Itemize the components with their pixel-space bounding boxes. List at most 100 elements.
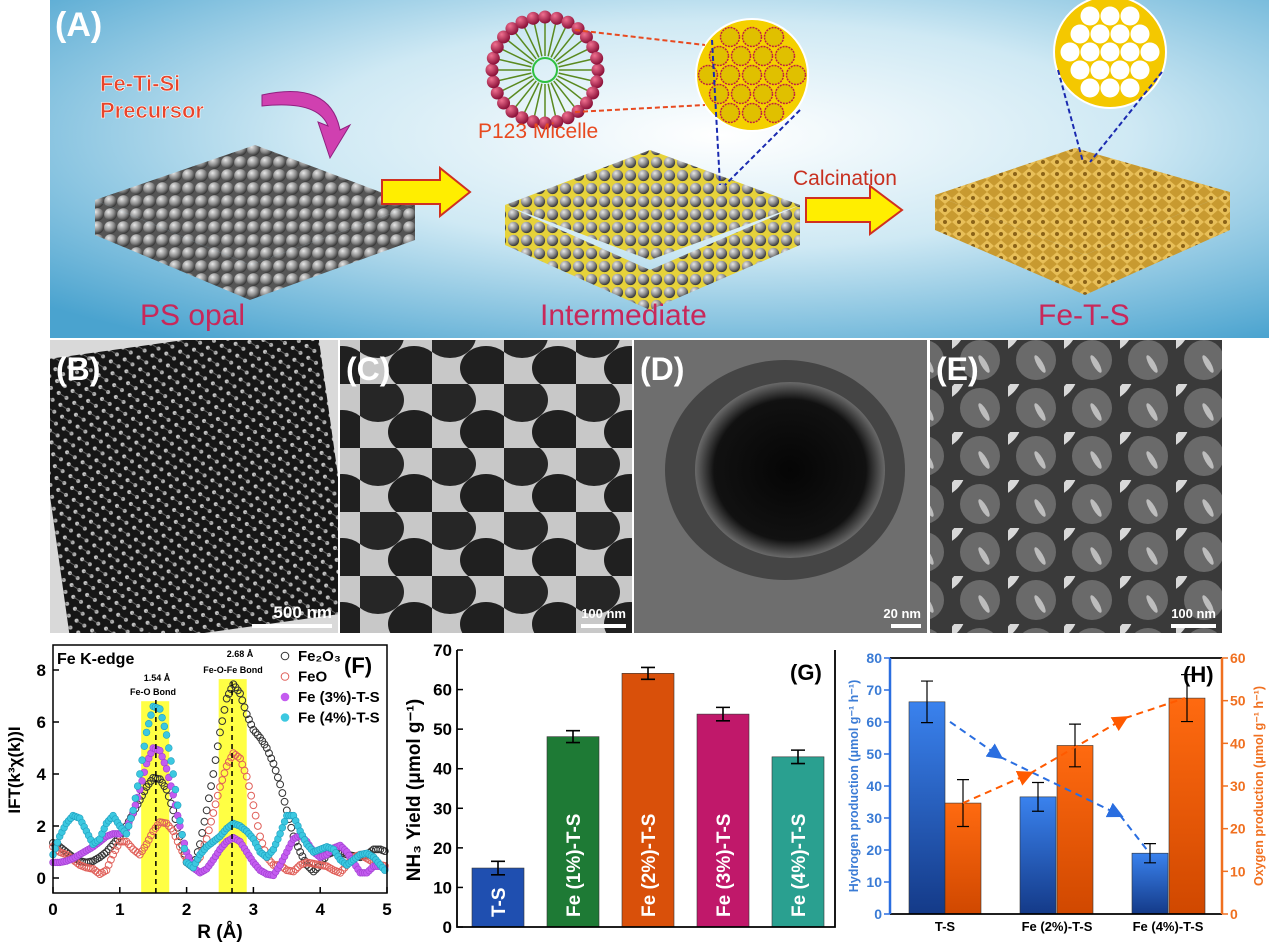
micelle-bead (505, 104, 519, 118)
data-point (162, 731, 171, 739)
micelle-label: P123 Micelle (478, 120, 598, 143)
chart-h-water-splitting: 0 10 20 30 40 50 60 70 80 0 10 20 30 40 50 60 T-S Fe (2%)… (847, 650, 1266, 934)
mini-micelle (763, 64, 785, 86)
data-point (171, 785, 180, 794)
micelle-chain (553, 80, 575, 108)
category-label: Fe (2%)-T-S (1022, 919, 1093, 934)
micelle-chain (547, 83, 557, 116)
data-point (89, 857, 97, 865)
micelle-bead (538, 116, 552, 130)
pore (1080, 78, 1100, 98)
data-point (211, 756, 220, 765)
error-bar (921, 680, 933, 724)
bar (546, 736, 600, 928)
data-point (120, 837, 129, 846)
data-point (113, 842, 122, 850)
micelle-bead (586, 40, 600, 54)
data-point (291, 865, 300, 874)
micelle-bead (538, 10, 552, 24)
annotation-text: Fe-O Bond (130, 687, 176, 697)
data-point (238, 696, 247, 705)
micelle-chain (553, 32, 575, 60)
data-point (253, 822, 262, 830)
micelle-bead (497, 30, 511, 44)
bar-label: Fe (1%)-T-S (564, 814, 585, 917)
micelle-bead (490, 40, 504, 54)
data-point (242, 710, 251, 719)
data-point (251, 728, 260, 737)
scale-bar-label: 20 nm (883, 606, 921, 621)
mini-micelle (774, 83, 796, 105)
data-point (218, 717, 227, 726)
data-point (158, 713, 166, 722)
error-bar (1069, 723, 1081, 768)
mini-micelle (763, 102, 785, 124)
x-tick-label: 1 (115, 900, 124, 919)
data-point (309, 867, 318, 876)
micelle-inset (695, 18, 809, 132)
mini-micelle (741, 64, 763, 86)
data-point (278, 789, 287, 797)
micelle-bead (526, 115, 540, 129)
trend-arrow-hydrogen (949, 721, 1004, 760)
micelle-chain (550, 27, 567, 58)
bar-label: Fe (4%)-T-S (789, 814, 810, 917)
x-tick-label: 0 (48, 900, 57, 919)
mini-micelle (708, 45, 730, 67)
bar-label: T-S (489, 887, 510, 917)
micelle-chain (515, 32, 537, 60)
legend-marker (280, 651, 290, 661)
hydrogen-bar (908, 701, 946, 915)
micelle-chain (499, 72, 532, 82)
data-point (133, 782, 142, 790)
data-point (213, 742, 222, 751)
data-point (267, 754, 276, 763)
micelle-chain (558, 72, 591, 82)
ps-opal-slab (95, 145, 415, 300)
error-bar (641, 666, 655, 681)
hydrogen-bar (1019, 796, 1057, 915)
y-tick-label-left: 80 (866, 650, 882, 666)
chart-title: Fe K-edge (57, 651, 134, 668)
scale-bar (891, 624, 921, 628)
zoom-line (574, 29, 706, 46)
data-point (138, 777, 146, 785)
bar-label: Fe (2%)-T-S (639, 814, 660, 917)
data-point (298, 852, 307, 861)
data-point (211, 800, 220, 809)
pore (1130, 60, 1150, 80)
data-point (202, 806, 211, 815)
curved-arrow-icon (261, 91, 352, 160)
micelle-bead (579, 96, 593, 110)
data-point (216, 728, 224, 737)
y-tick-label-right: 60 (1230, 650, 1246, 666)
scale-bar (581, 624, 626, 628)
bar-label: Fe (3%)-T-S (714, 814, 735, 917)
data-point (253, 731, 262, 739)
micelle-chain (499, 58, 532, 68)
y-tick-label-left: 70 (866, 682, 882, 698)
data-point (209, 770, 218, 778)
micelle-bead (486, 51, 500, 65)
intermediate-label: Intermediate (540, 299, 707, 332)
data-point (111, 846, 120, 855)
data-point (98, 868, 106, 877)
micelle-bead (505, 22, 519, 36)
data-point (124, 840, 133, 849)
pore (1080, 6, 1100, 26)
error-bar (716, 706, 730, 722)
scale-bar-label: 100 nm (581, 606, 626, 621)
y-axis-label-right: Oxygen production (μmol g⁻¹ h⁻¹) (1252, 686, 1266, 886)
pore (1070, 60, 1090, 80)
pore (1140, 42, 1160, 62)
y-axis-label: NH₃ Yield (μmol g⁻¹) (404, 699, 425, 881)
micelle-bead (561, 15, 575, 29)
y-tick-label: 10 (433, 878, 452, 897)
mini-micelle (719, 26, 741, 48)
data-point (218, 776, 227, 784)
pore (1110, 24, 1130, 44)
data-point (269, 759, 278, 768)
data-point (289, 867, 298, 876)
micrograph-e (930, 340, 1222, 633)
